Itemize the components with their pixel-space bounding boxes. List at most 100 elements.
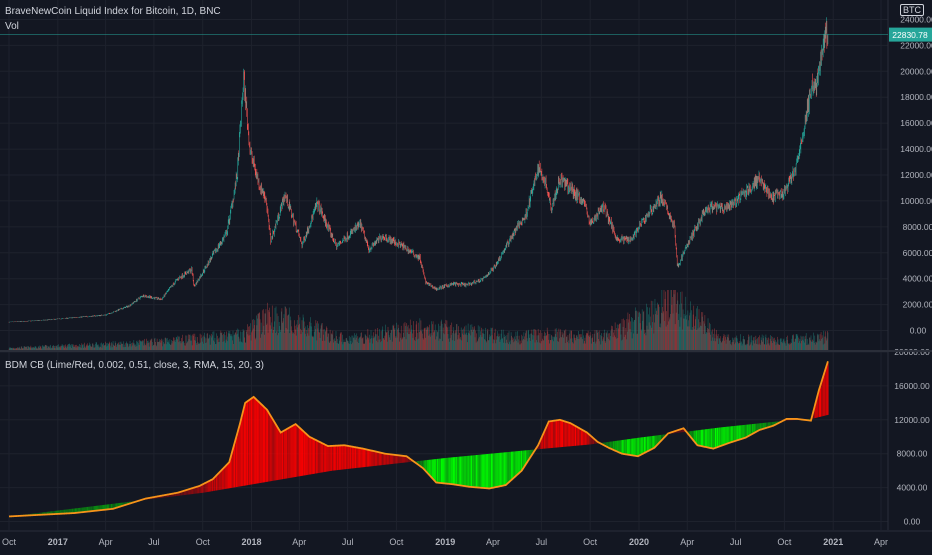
volume-bar [173,337,174,350]
volume-bar [714,338,716,350]
cloud-band [619,440,621,453]
cloud-band [81,507,83,513]
volume-bar [817,333,818,350]
cloud-band [322,443,324,473]
cloud-band [819,386,822,417]
cloud-band [642,437,644,454]
cloud-band [818,390,821,417]
volume-bar [245,342,247,350]
volume-bar [253,325,255,350]
cloud-band [738,425,740,440]
cloud-band [275,423,277,481]
x-tick-label: Oct [583,537,598,547]
cloud-band [426,460,428,472]
volume-bar [205,338,207,350]
cloud-band [589,434,591,445]
volume-bar [585,343,586,350]
volume-bar [382,326,384,350]
cloud-band [119,502,121,507]
volume-bar [671,304,673,350]
cloud-band [514,451,516,478]
volume-bar [717,333,719,350]
volume-bar [721,341,723,350]
volume-bar [747,340,749,350]
currency-badge[interactable]: BTC [900,4,924,16]
volume-bar [482,333,483,350]
cloud-band [617,440,619,452]
volume-bar [14,348,16,350]
cloud-band [161,495,164,498]
cloud-band [333,445,336,471]
volume-bar [51,347,52,350]
cloud-band [602,442,604,445]
volume-bar [281,308,283,350]
volume-bar [26,346,27,350]
volume-bar [631,338,633,350]
volume-bar [571,330,572,350]
cloud-band [593,438,596,444]
volume-bar [489,334,490,350]
cloud-band [579,428,581,446]
volume-bar [676,292,678,350]
volume-bar [400,337,402,350]
volume-bar [755,343,757,350]
volume-bar [196,344,198,350]
volume-bar [682,309,684,350]
volume-bar [744,345,746,350]
volume-bar [407,325,409,350]
volume-bar [610,335,611,350]
volume-bar [30,345,32,350]
cloud-band [99,505,101,511]
cloud-band [541,436,544,449]
cloud-band [588,433,590,445]
indicator-y-tick-label: 16000.00 [894,381,930,391]
volume-bar [410,331,412,350]
volume-bar [223,341,225,350]
volume-bar [183,342,185,350]
volume-bar [645,332,646,350]
volume-bar [80,347,82,350]
volume-bar [807,343,809,350]
volume-bar [619,323,620,350]
volume-bar [169,339,171,350]
volume-bar [713,340,715,350]
cloud-band [605,442,607,447]
cloud-band [691,430,693,439]
volume-bar [487,328,489,350]
volume-bar [153,344,155,350]
cloud-band [752,424,754,435]
volume-bar [145,345,147,350]
volume-bar [287,315,289,350]
volume-bar [417,332,419,350]
volume-bar [446,326,447,350]
volume-bar [159,339,161,350]
volume-bar [28,347,30,350]
volume-bar [375,334,377,350]
volume-bar [127,343,128,350]
volume-bar [310,317,311,350]
volume-bar [732,341,734,350]
volume-bar [242,329,244,350]
cloud-band [432,459,434,479]
volume-bar [741,345,743,350]
cloud-band [283,430,286,479]
cloud-band [221,470,223,490]
volume-bar [570,330,572,350]
volume-bar [583,343,585,350]
volume-bar [130,346,132,350]
volume-bar [824,343,826,350]
volume-bar [373,332,375,350]
volume-bar [504,334,506,350]
volume-bar [436,336,438,350]
cloud-band [341,445,343,470]
volume-bar [497,335,499,350]
cloud-band [745,424,747,438]
volume-bar [457,335,459,350]
volume-bar [580,337,582,350]
volume-bar [760,337,762,350]
cloud-band [458,456,460,486]
indicator-line [8,361,829,518]
volume-bar [762,338,764,350]
volume-bar [506,339,507,350]
